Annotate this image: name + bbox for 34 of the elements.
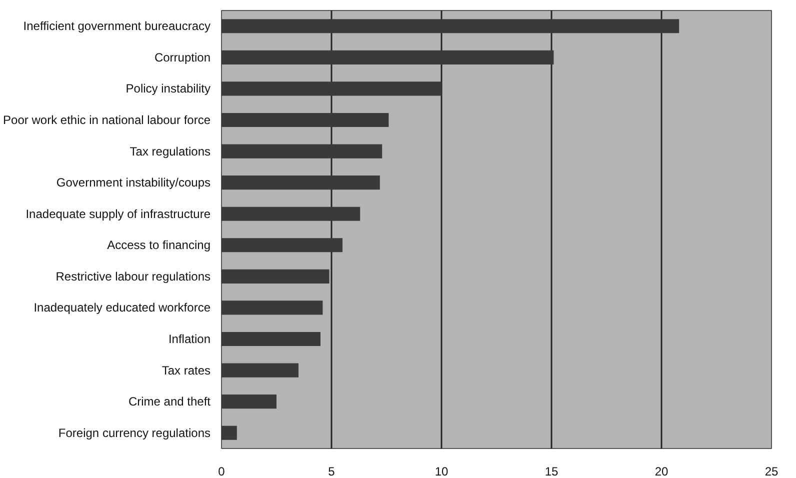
y-tick-label: Access to financing: [107, 238, 210, 252]
x-tick-label: 15: [544, 464, 558, 478]
y-tick-label: Inflation: [168, 332, 210, 346]
x-tick-label: 25: [764, 464, 778, 478]
y-tick-label: Poor work ethic in national labour force: [3, 113, 211, 127]
bar: [222, 50, 554, 64]
x-tick-label: 0: [218, 464, 226, 478]
bar: [222, 206, 360, 221]
y-tick-label: Inefficient government bureaucracy: [23, 19, 210, 34]
bar: [222, 363, 298, 378]
bar: [222, 269, 330, 284]
y-tick-label: Inadequately educated workforce: [34, 300, 211, 315]
y-tick-label: Policy instability: [126, 82, 211, 96]
bar: [222, 332, 320, 346]
y-tick-label: Restrictive labour regulations: [56, 269, 211, 284]
y-tick-label: Tax rates: [162, 363, 210, 378]
bar: [222, 176, 380, 190]
bar: [222, 238, 342, 252]
bar: [222, 82, 442, 96]
y-tick-label: Tax regulations: [130, 144, 211, 158]
y-tick-label: Corruption: [154, 50, 211, 64]
y-tick-label: Inadequate supply of infrastructure: [26, 206, 211, 221]
bar: [222, 426, 237, 440]
bar: [222, 394, 276, 409]
bar: [222, 300, 323, 315]
bar: [222, 144, 382, 158]
x-tick-label: 10: [434, 464, 448, 478]
y-tick-label: Foreign currency regulations: [58, 426, 211, 440]
bar: [222, 19, 680, 34]
bar: [222, 112, 389, 128]
x-tick-label: 5: [328, 464, 336, 478]
x-tick-label: 20: [654, 464, 668, 478]
y-tick-label: Crime and theft: [128, 394, 212, 409]
y-tick-label: Government instability/coups: [56, 176, 211, 190]
